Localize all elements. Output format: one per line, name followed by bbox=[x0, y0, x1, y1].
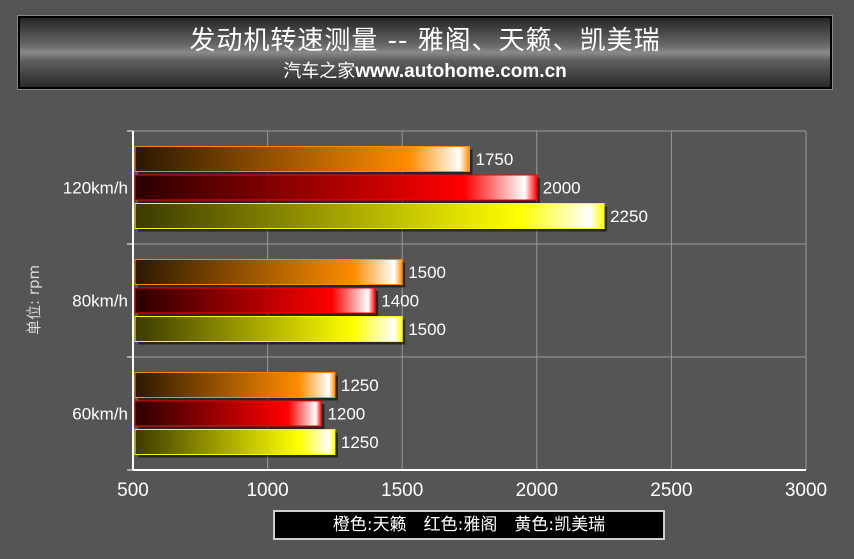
data-label: 2250 bbox=[610, 207, 648, 226]
data-label: 1500 bbox=[408, 263, 446, 282]
title-banner: 发动机转速测量 -- 雅阁、天籁、凯美瑞 汽车之家www.autohome.co… bbox=[17, 15, 833, 90]
bar bbox=[134, 372, 336, 398]
x-tick-label: 3000 bbox=[785, 480, 827, 501]
chart-title: 发动机转速测量 -- 雅阁、天籁、凯美瑞 bbox=[189, 26, 661, 56]
chart-subtitle: 汽车之家www.autohome.com.cn bbox=[20, 60, 830, 83]
bar bbox=[134, 203, 605, 229]
subtitle-url: www.autohome.com.cn bbox=[355, 61, 567, 82]
bar bbox=[134, 316, 403, 342]
x-tick-label: 1000 bbox=[246, 480, 288, 501]
subtitle-site-name: 汽车之家 bbox=[283, 61, 356, 82]
bar bbox=[134, 146, 470, 172]
data-label: 1200 bbox=[327, 405, 365, 424]
category-label: 120km/h bbox=[63, 179, 128, 198]
category-label: 60km/h bbox=[72, 405, 128, 424]
x-tick-label: 2500 bbox=[650, 480, 692, 501]
x-tick-label: 500 bbox=[117, 480, 149, 501]
x-tick-label: 2000 bbox=[516, 480, 558, 501]
data-label: 1750 bbox=[476, 150, 514, 169]
bar bbox=[134, 400, 322, 427]
bar bbox=[134, 174, 538, 201]
data-label: 1250 bbox=[341, 433, 379, 452]
data-label: 1400 bbox=[381, 292, 419, 311]
bar bbox=[134, 429, 336, 455]
category-label: 80km/h bbox=[72, 292, 128, 311]
data-label: 1250 bbox=[341, 376, 379, 395]
bar bbox=[134, 259, 403, 285]
legend: 橙色:天籁 红色:雅阁 黄色:凯美瑞 bbox=[273, 510, 665, 540]
x-tick-label: 1500 bbox=[381, 480, 423, 501]
data-label: 1500 bbox=[408, 320, 446, 339]
bar bbox=[134, 287, 376, 314]
data-label: 2000 bbox=[543, 179, 581, 198]
